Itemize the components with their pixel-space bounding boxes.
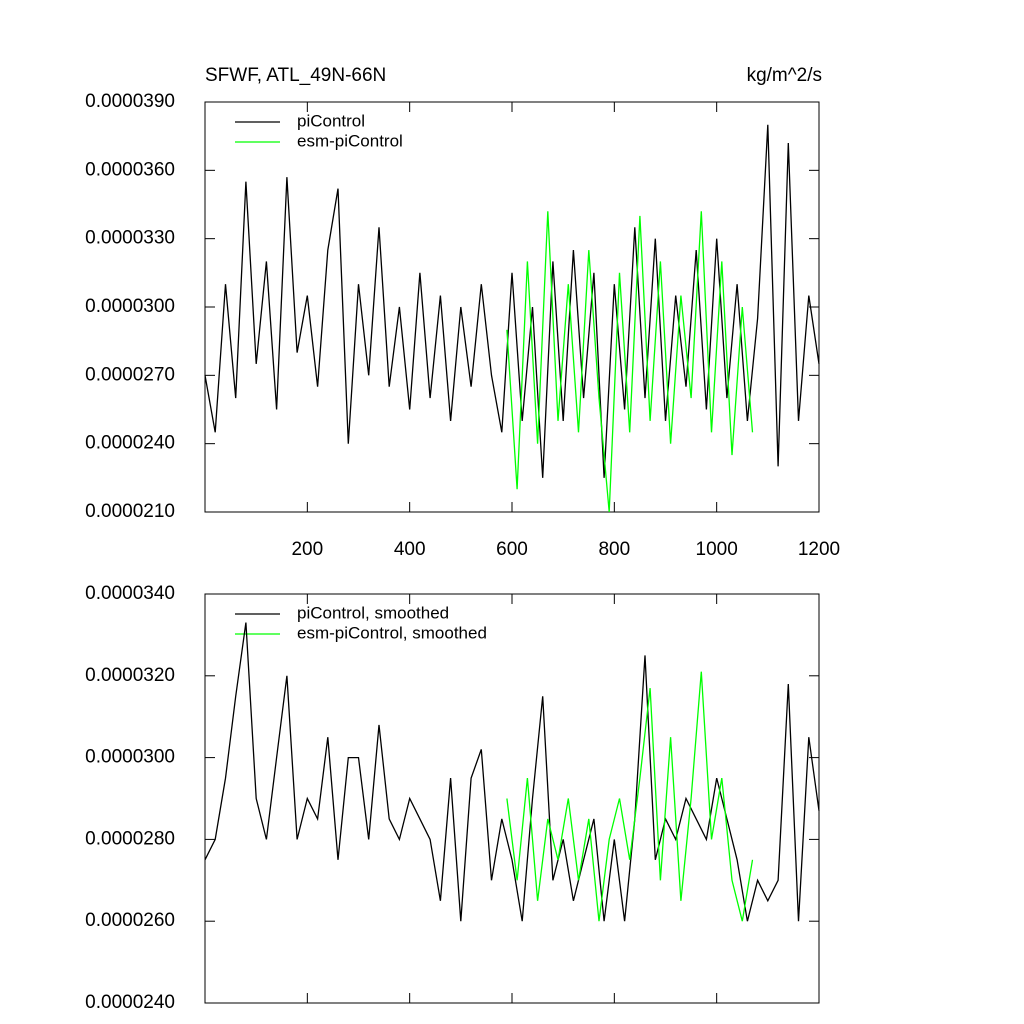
legend-label: piControl: [297, 111, 365, 130]
series-line: [204, 622, 820, 922]
y-tick-label: 0.0000300: [85, 747, 175, 768]
series-line: [506, 211, 754, 513]
y-tick-label: 0.0000240: [85, 433, 175, 454]
x-tick-label: 600: [496, 539, 528, 560]
y-tick-label: 0.0000260: [85, 910, 175, 931]
y-tick-label: 0.0000360: [85, 159, 175, 180]
x-tick-label: 1200: [798, 539, 840, 560]
y-tick-label: 0.0000330: [85, 228, 175, 249]
x-tick-label: 400: [394, 539, 426, 560]
y-tick-label: 0.0000270: [85, 364, 175, 385]
y-tick-label: 0.0000280: [85, 828, 175, 849]
y-tick-label: 0.0000390: [85, 91, 175, 112]
legend-label: piControl, smoothed: [297, 603, 449, 622]
series-line: [204, 124, 820, 478]
units-label: kg/m^2/s: [747, 65, 822, 86]
plot-frame: [204, 101, 820, 513]
x-tick-label: 200: [291, 539, 323, 560]
y-tick-label: 0.0000300: [85, 296, 175, 317]
legend-label: esm-piControl, smoothed: [297, 623, 487, 642]
y-tick-label: 0.0000210: [85, 501, 175, 522]
y-tick-label: 0.0000240: [85, 992, 175, 1013]
y-tick-label: 0.0000340: [85, 583, 175, 604]
x-tick-label: 800: [598, 539, 630, 560]
chart-title: SFWF, ATL_49N-66N: [205, 65, 386, 86]
series-line: [506, 671, 754, 922]
plot-frame: [204, 593, 820, 1004]
y-tick-label: 0.0000320: [85, 665, 175, 686]
x-tick-label: 1000: [696, 539, 738, 560]
legend-label: esm-piControl: [297, 131, 403, 150]
